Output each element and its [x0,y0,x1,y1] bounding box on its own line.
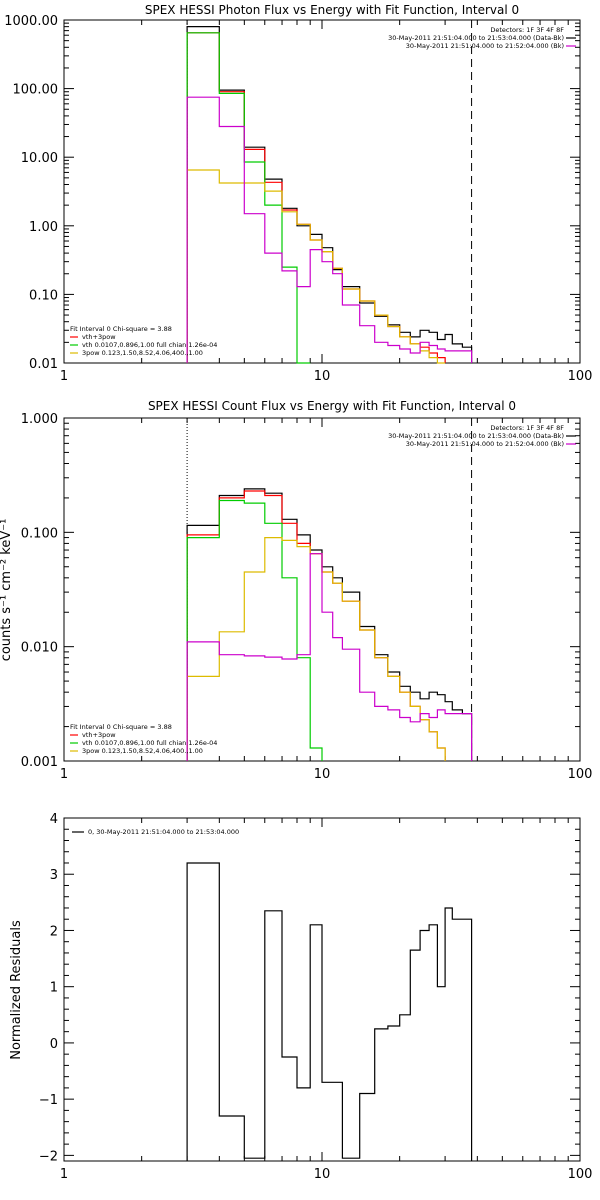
count-y-tick-label: 0.100 [21,526,58,541]
photon-y-tick-label: 10.00 [21,151,58,166]
photon-y-tick-label: 100.00 [13,83,59,98]
photon-legend-line: 3pow 0.123,1.50,8.52,4.06,400.,1.00 [82,349,203,357]
residuals-y-tick-label: 2 [50,924,58,939]
residuals-legend-label: 0, 30-May-2011 21:51:04.000 to 21:53:04.… [88,828,239,836]
photon-legend-line: vth 0.0107,0.896,1.00 full chian 1.26e-0… [82,341,217,349]
count-legend-line: vth 0.0107,0.896,1.00 full chian 1.26e-0… [82,739,217,747]
photon-tick-labels: 1 10 100 0.01 0.10 1.00 10.00 100.00 1000.00 [4,14,592,384]
count-legend-line: 3pow 0.123,1.50,8.52,4.06,400.,1.00 [82,747,203,755]
residuals-x-tick-label: 1 [60,1167,68,1182]
photon-legend-line: Fit Interval 0 Chi-square = 3.88 [70,325,172,333]
residuals-legend: 0, 30-May-2011 21:51:04.000 to 21:53:04.… [72,828,239,836]
count-x-tick-label: 100 [568,767,593,782]
residuals-series [186,862,473,1161]
count-ticks [64,417,580,762]
residuals-y-tick-label: −2 [39,1149,58,1164]
count-series-bk [186,553,473,761]
count-legend-line: 30-May-2011 21:51:04.000 to 21:53:04.000… [388,432,564,440]
residuals-y-tick-label: 4 [50,812,58,827]
photon-series-bk [186,96,473,363]
photon-flux-panel: SPEX HESSI Photon Flux vs Energy with Fi… [4,3,592,384]
count-series [186,418,473,761]
count-series-vth [186,499,323,761]
residuals-x-tick-label: 100 [568,1167,593,1182]
photon-legend-fit: Fit Interval 0 Chi-square = 3.88vth+3pow… [70,325,217,357]
photon-y-tick-label: 1000.00 [4,14,58,29]
count-y-axis-label: counts s⁻¹ cm⁻² keV⁻¹ [0,519,14,662]
residuals-y-tick-label: 1 [50,981,58,996]
count-y-tick-label: 0.001 [21,755,58,770]
residuals-y-tick-label: 3 [50,868,58,883]
photon-x-tick-label: 10 [314,369,331,384]
count-y-tick-label: 0.010 [21,641,58,656]
count-legend-line: Detectors: 1F 3F 4F 8F [490,424,564,432]
count-series-data-bk [186,488,473,761]
photon-series [186,20,473,364]
count-legend-fit: Fit Interval 0 Chi-square = 3.88vth+3pow… [70,723,217,755]
residuals-tick-labels: 1 10 100 −2 −1 0 1 2 3 4 [39,812,593,1182]
photon-y-tick-label: 1.00 [29,220,58,235]
photon-legend-line: vth+3pow [82,333,116,341]
residuals-panel: Normalized Residuals 1 10 100 −2 −1 0 1 2 3 4 0, … [9,812,592,1182]
residuals-series-residuals [186,862,473,1161]
count-flux-panel: SPEX HESSI Count Flux vs Energy with Fit… [0,399,592,782]
photon-panel-title: SPEX HESSI Photon Flux vs Energy with Fi… [145,3,519,17]
residuals-y-tick-label: 0 [50,1037,58,1052]
residuals-y-axis-label: Normalized Residuals [9,920,24,1060]
photon-legend-line: 30-May-2011 21:51:04.000 to 21:53:04.000… [388,34,564,42]
photon-ticks [64,19,580,364]
count-tick-labels: 1 10 100 0.001 0.010 0.100 1.000 [21,412,593,782]
count-panel-title: SPEX HESSI Count Flux vs Energy with Fit… [148,399,516,413]
photon-series-vth [186,32,311,364]
photon-y-tick-label: 0.01 [29,357,58,372]
photon-series-data-bk [186,26,473,363]
photon-y-tick-label: 0.10 [29,288,58,303]
photon-x-tick-label: 100 [568,369,593,384]
count-x-tick-label: 10 [314,767,331,782]
residuals-y-tick-label: −1 [39,1093,58,1108]
count-y-tick-label: 1.000 [21,412,58,427]
photon-x-tick-label: 1 [60,369,68,384]
residuals-x-tick-label: 10 [314,1167,331,1182]
count-legend-line: 30-May-2011 21:51:04.000 to 21:52:04.000… [406,440,564,448]
photon-legend-line: Detectors: 1F 3F 4F 8F [490,26,564,34]
count-x-tick-label: 1 [60,767,68,782]
residuals-ticks [64,817,580,1161]
count-legend-line: Fit Interval 0 Chi-square = 3.88 [70,723,172,731]
count-legend-line: vth+3pow [82,731,116,739]
photon-legend-line: 30-May-2011 21:51:04.000 to 21:52:04.000… [406,42,564,50]
